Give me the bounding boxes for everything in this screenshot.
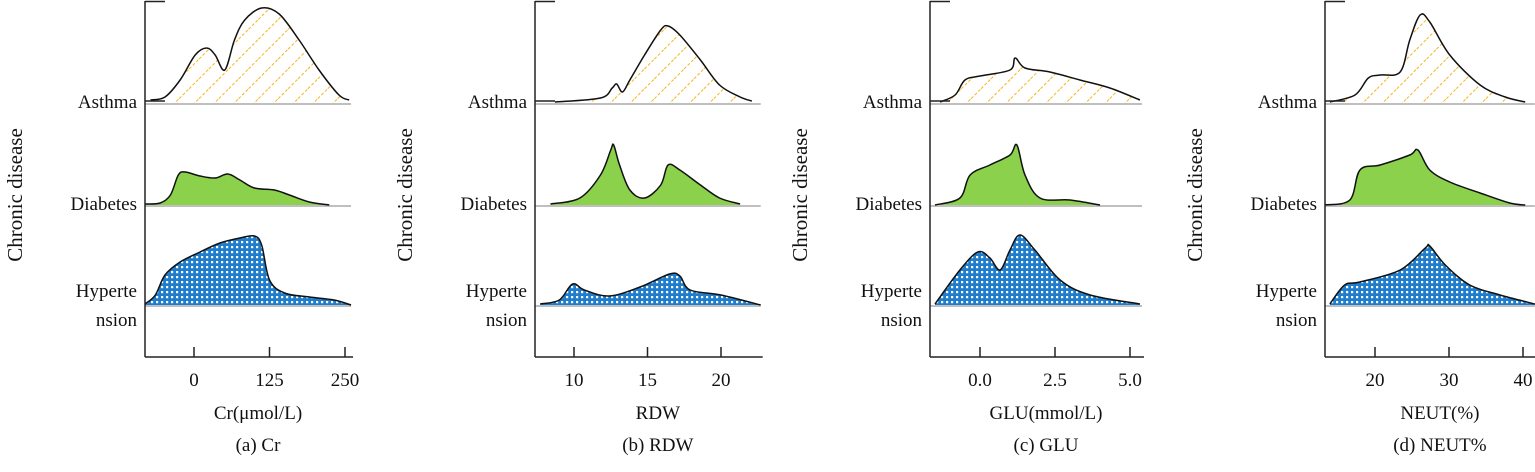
x-axis-label: GLU(mmol/L) [990,403,1103,424]
category-label-line: Hyperte [1256,281,1317,302]
category-label-line: Diabetes [461,194,527,215]
x-tick-label: 2.5 [1043,370,1067,391]
density-area-diabetes [145,171,330,205]
density-curve-hypertension [540,272,761,306]
category-label-line: nsion [1276,310,1318,331]
density-curve-asthma [939,57,1141,103]
panel-c: Asthma Diabetes Hyperte nsion 0.0 2.5 5.0 GLU(m… [788,0,1144,456]
density-area-asthma [150,7,350,104]
panel-caption: (a) Cr [236,435,282,456]
category-label-line: Diabetes [1251,194,1317,215]
category-label-diabetes: Diabetes [1251,194,1317,215]
density-area-diabetes [1324,149,1526,205]
density-area-hypertension [145,235,352,305]
density-area-hypertension [935,235,1140,305]
category-label-hypertension: Hyperte nsion [76,281,138,331]
category-label-line: Diabetes [71,194,137,215]
x-tick-label: 0.0 [968,370,992,391]
y-axis-label: Chronic disease [1183,128,1207,262]
category-label-line: Asthma [468,92,528,113]
category-label-diabetes: Diabetes [461,194,527,215]
category-label-line: Hyperte [861,281,922,302]
x-axis-label: NEUT(%) [1400,403,1479,424]
category-label-asthma: Asthma [1258,92,1318,113]
x-tick-label: 30 [1440,370,1459,391]
y-axis-label: Chronic disease [788,128,812,262]
density-area-diabetes [935,144,1100,205]
density-curve-diabetes [934,143,1101,206]
panel-b: Asthma Diabetes Hyperte nsion 10 15 20 RDW (b) R… [393,0,763,456]
density-area-asthma [1329,13,1526,104]
density-curve-hypertension [934,234,1141,305]
panel-a: Asthma Diabetes Hyperte nsion 0 125 250 Cr(μmol… [3,0,360,456]
density-curve-asthma [150,7,350,101]
density-area-diabetes [550,144,741,205]
density-curve-hypertension [1329,243,1535,305]
category-label-hypertension: Hyperte nsion [861,281,923,331]
panel-caption: (b) RDW [622,435,693,456]
density-area-asthma [940,57,1140,103]
x-tick-label: 15 [638,370,657,391]
category-label-diabetes: Diabetes [856,194,922,215]
x-tick-label: 250 [331,370,360,391]
density-curve-diabetes [1324,148,1526,206]
panel-caption: (c) GLU [1014,435,1079,456]
category-label-line: Hyperte [466,281,527,302]
density-curve-hypertension [144,234,352,306]
density-curve-diabetes [145,171,330,206]
density-curve-diabetes [550,143,741,205]
category-label-hypertension: Hyperte nsion [1256,281,1318,331]
density-area-hypertension [1329,244,1535,305]
category-label-line: nsion [96,310,138,331]
category-label-line: nsion [881,310,923,331]
x-tick-label: 5.0 [1118,370,1142,391]
density-area-asthma [554,25,752,104]
x-axis-label: RDW [636,403,680,424]
x-axis-label: Cr(μmol/L) [214,403,302,424]
category-label-asthma: Asthma [863,92,923,113]
y-axis-label: Chronic disease [3,128,27,262]
x-tick-label: 20 [1366,370,1385,391]
density-curve-asthma [554,24,753,103]
x-tick-label: 0 [189,370,199,391]
x-tick-label: 125 [255,370,284,391]
x-tick-label: 20 [712,370,731,391]
category-label-line: nsion [486,310,528,331]
x-tick-label: 40 [1514,370,1533,391]
density-area-hypertension [540,273,761,305]
y-axis-label: Chronic disease [393,128,417,262]
panel-caption: (d) NEUT% [1393,435,1487,456]
x-tick-label: 10 [565,370,584,391]
category-label-line: Asthma [1258,92,1318,113]
category-label-line: Asthma [78,92,138,113]
category-label-diabetes: Diabetes [71,194,137,215]
category-label-asthma: Asthma [78,92,138,113]
category-label-line: Asthma [863,92,923,113]
category-label-hypertension: Hyperte nsion [466,281,528,331]
density-curve-asthma [1329,13,1526,103]
category-label-line: Hyperte [76,281,137,302]
panel-d: Asthma Diabetes Hyperte nsion 20 30 40 NEUT(%) (… [1183,0,1535,456]
category-label-asthma: Asthma [468,92,528,113]
category-label-line: Diabetes [856,194,922,215]
